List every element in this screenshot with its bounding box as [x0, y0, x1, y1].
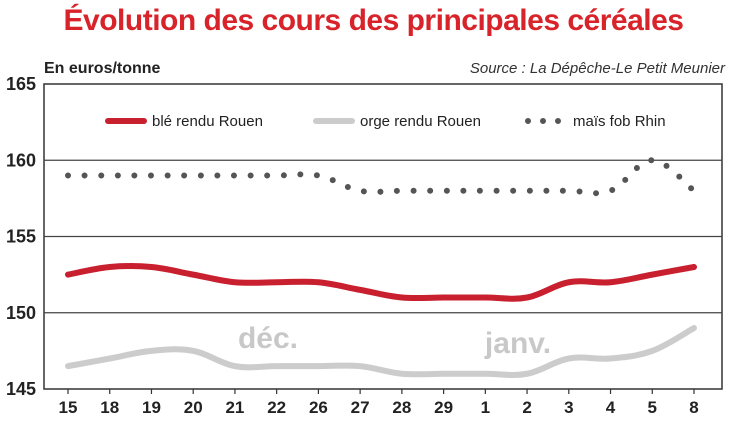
- legend-label-0: blé rendu Rouen: [152, 113, 263, 130]
- series-line-2: [65, 157, 697, 197]
- series-line-0: [65, 262, 697, 302]
- legend-label-1: orge rendu Rouen: [360, 113, 481, 130]
- x-tick-label: 21: [225, 398, 244, 417]
- y-tick-label: 150: [6, 303, 36, 323]
- source-label: Source : La Dépêche-Le Petit Meunier: [469, 60, 725, 77]
- x-tick-label: 22: [267, 398, 286, 417]
- x-tick-label: 19: [142, 398, 161, 417]
- month-label-dec: déc.: [238, 322, 298, 355]
- x-tick-label: 29: [434, 398, 453, 417]
- x-tick-label: 15: [59, 398, 78, 417]
- month-label-janv: janv.: [484, 327, 551, 360]
- legend-label-2: maïs fob Rhin: [573, 113, 666, 130]
- x-tick-label: 28: [392, 398, 411, 417]
- series-line-1: [65, 325, 697, 378]
- x-tick-label: 4: [606, 398, 616, 417]
- y-axis-unit-label: En euros/tonne: [44, 60, 161, 77]
- x-tick-label: 18: [100, 398, 119, 417]
- y-tick-label: 165: [6, 74, 36, 94]
- y-tick-label: 160: [6, 150, 36, 170]
- x-tick-label: 26: [309, 398, 328, 417]
- x-tick-label: 27: [351, 398, 370, 417]
- y-tick-label: 155: [6, 227, 36, 247]
- x-tick-label: 2: [522, 398, 531, 417]
- chart-title: Évolution des cours des principales céré…: [63, 4, 684, 37]
- x-tick-label: 1: [481, 398, 490, 417]
- y-tick-label: 145: [6, 379, 36, 399]
- x-tick-label: 20: [184, 398, 203, 417]
- x-tick-label: 8: [689, 398, 698, 417]
- x-tick-label: 5: [648, 398, 657, 417]
- x-tick-label: 3: [564, 398, 573, 417]
